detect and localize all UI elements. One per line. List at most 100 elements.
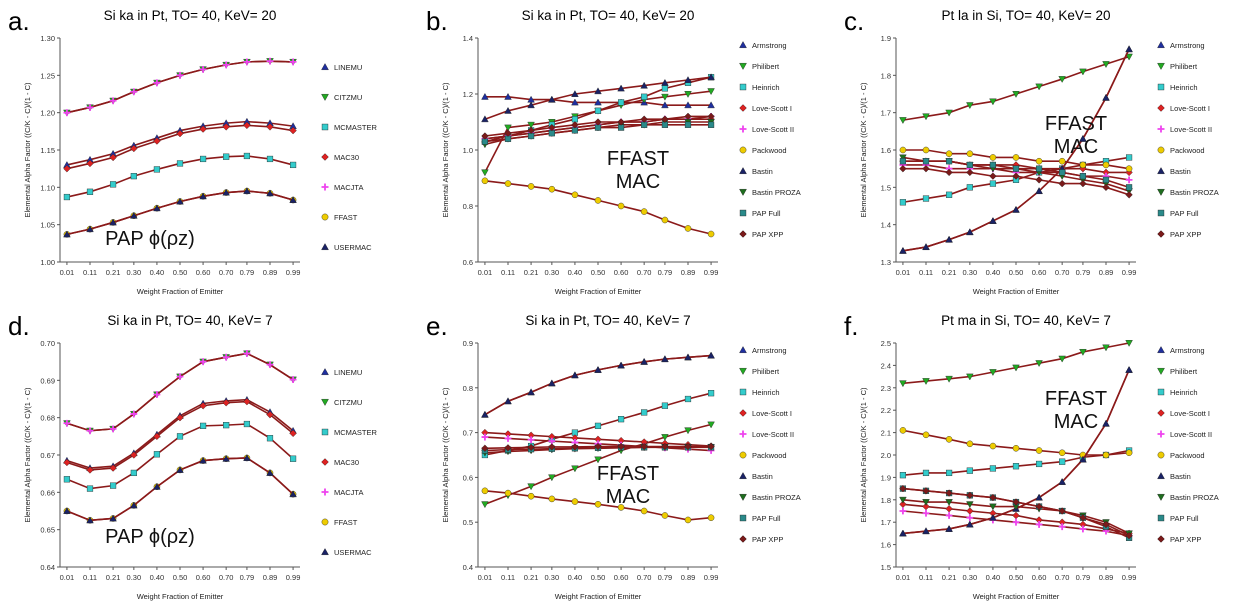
- data-point: [109, 97, 117, 105]
- data-point: [1125, 531, 1133, 540]
- x-tick-label: 0.79: [1076, 573, 1091, 582]
- x-tick-label: 0.11: [501, 268, 515, 277]
- data-point: [684, 353, 692, 361]
- axis-lines: [477, 343, 718, 568]
- data-point: [966, 501, 974, 509]
- data-point: [243, 454, 251, 461]
- data-point: [1125, 340, 1133, 347]
- data-point: [684, 101, 692, 109]
- x-tick-label: 0.70: [1055, 573, 1070, 582]
- x-tick-label: 0.30: [545, 573, 560, 582]
- data-point: [1079, 179, 1087, 188]
- chart-panel-d: d. Si ka in Pt, TO= 40, KeV= 7 0.64 0.65 0.6…: [0, 305, 418, 610]
- data-point: [1058, 157, 1066, 165]
- data-point: [86, 427, 94, 435]
- legend-label: FFAST: [334, 213, 358, 222]
- data-point: [109, 464, 117, 472]
- data-point: [571, 90, 579, 97]
- data-point: [289, 161, 297, 169]
- legend-label: PAP Full: [752, 209, 781, 218]
- data-point: [153, 204, 161, 212]
- x-axis-label: Weight Fraction of Emitter: [973, 592, 1060, 601]
- data-point: [1102, 176, 1110, 183]
- data-point: [1035, 157, 1043, 165]
- data-point: [289, 58, 297, 66]
- legend-label: Love-Scott II: [1170, 125, 1212, 134]
- panel-letter: a.: [8, 6, 30, 36]
- legend-marker: [1157, 472, 1165, 480]
- data-point: [989, 161, 997, 169]
- data-point: [481, 169, 489, 177]
- data-point: [1079, 455, 1087, 463]
- data-point: [594, 197, 602, 204]
- data-point: [922, 431, 930, 439]
- data-point: [899, 246, 907, 254]
- legend-label: Love-Scott II: [752, 125, 794, 134]
- data-point: [899, 472, 907, 479]
- data-point: [1079, 349, 1087, 356]
- data-point: [617, 118, 625, 126]
- legend-label: Philibert: [752, 367, 780, 376]
- data-point: [989, 217, 997, 224]
- data-point: [1079, 164, 1087, 173]
- data-point: [222, 61, 230, 69]
- data-point: [1125, 165, 1133, 172]
- data-point: [661, 101, 669, 109]
- data-point: [707, 421, 715, 429]
- legend-marker: [1157, 535, 1165, 543]
- panel-letter: f.: [844, 311, 858, 341]
- data-point: [945, 375, 953, 383]
- data-point: [945, 512, 953, 519]
- legend-marker: [321, 123, 329, 131]
- y-tick-label: 0.66: [40, 488, 55, 497]
- data-point: [899, 164, 907, 173]
- x-tick-label: 0.99: [704, 268, 719, 277]
- data-point: [481, 410, 489, 418]
- legend-label: Bastin PROZA: [752, 188, 801, 197]
- data-point: [481, 115, 489, 123]
- data-point: [684, 76, 692, 83]
- data-point: [527, 388, 535, 396]
- x-tick-label: 0.50: [173, 268, 188, 277]
- y-tick-label: 1.10: [40, 183, 55, 192]
- legend-label: CITZMU: [334, 398, 362, 407]
- data-point: [1035, 165, 1043, 172]
- data-point: [266, 410, 274, 419]
- data-point: [223, 153, 230, 160]
- data-point: [1102, 451, 1110, 459]
- data-point: [945, 191, 953, 198]
- legend-marker: [1157, 368, 1165, 375]
- data-point: [199, 192, 207, 200]
- panel-letter: c.: [844, 6, 864, 36]
- data-point: [922, 113, 930, 121]
- legend-label: Love-Scott II: [752, 430, 794, 439]
- legend-label: Armstrong: [752, 346, 787, 355]
- legend-marker: [739, 493, 747, 501]
- data-point: [222, 188, 230, 196]
- legend-label: Armstrong: [752, 41, 787, 50]
- legend-label: MAC30: [334, 153, 359, 162]
- data-point: [640, 358, 648, 365]
- y-tick-label: 2.4: [881, 361, 891, 370]
- data-point: [922, 509, 930, 517]
- data-point: [289, 376, 297, 383]
- data-point: [899, 484, 907, 493]
- data-point: [945, 525, 953, 532]
- x-tick-label: 0.99: [286, 268, 301, 277]
- data-point: [989, 503, 997, 511]
- data-point: [504, 397, 512, 405]
- series-line: [484, 180, 712, 235]
- data-point: [86, 516, 94, 524]
- x-tick-label: 0.11: [83, 573, 97, 582]
- data-point: [945, 469, 953, 477]
- data-point: [684, 427, 692, 435]
- data-point: [1102, 419, 1110, 427]
- data-point: [684, 121, 692, 128]
- chart-panel-a: a. Si ka in Pt, TO= 40, KeV= 20 1.00 1.05 1.…: [0, 0, 418, 305]
- data-point: [153, 166, 161, 173]
- data-point: [945, 436, 953, 443]
- data-point: [481, 92, 489, 100]
- x-tick-label: 0.60: [1032, 268, 1047, 277]
- legend-label: Heinrich: [1170, 388, 1198, 397]
- legend-marker: [1157, 167, 1165, 175]
